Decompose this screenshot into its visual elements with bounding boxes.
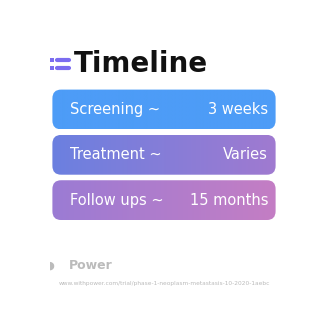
Text: 15 months: 15 months	[190, 193, 268, 208]
FancyBboxPatch shape	[52, 90, 276, 129]
Text: Treatment ~: Treatment ~	[70, 147, 161, 162]
Text: Varies: Varies	[223, 147, 268, 162]
Text: Screening ~: Screening ~	[70, 102, 160, 117]
Text: 3 weeks: 3 weeks	[208, 102, 268, 117]
Text: Power: Power	[68, 259, 112, 272]
FancyBboxPatch shape	[52, 135, 276, 175]
FancyBboxPatch shape	[52, 180, 276, 220]
Text: ◗: ◗	[50, 261, 55, 271]
Text: www.withpower.com/trial/phase-1-neoplasm-metastasis-10-2020-1aebc: www.withpower.com/trial/phase-1-neoplasm…	[58, 281, 270, 286]
Text: Follow ups ~: Follow ups ~	[70, 193, 164, 208]
Text: Timeline: Timeline	[74, 50, 208, 78]
